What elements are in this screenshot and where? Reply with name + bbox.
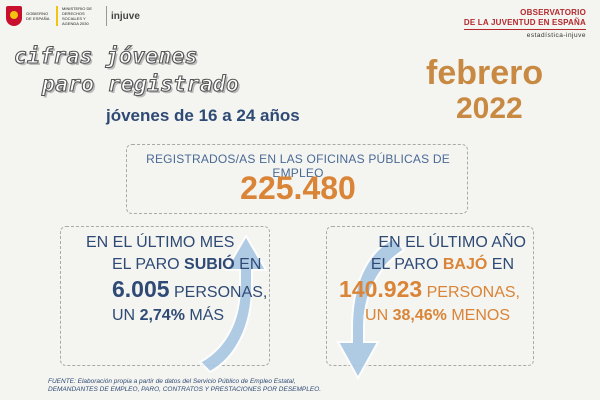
last-month-verb: SUBIÓ [184,256,235,273]
arrow-up-icon [198,234,268,374]
last-year-line-4: UN 38,46% MENOS [338,307,510,325]
year-label: 2022 [456,92,523,125]
last-month-line-4: UN 2,74% MÁS [112,307,267,325]
last-month-line-3-post: PERSONAS, [169,284,268,301]
last-month-line-2-post: EN [234,256,262,273]
age-range: jóvenes de 16 a 24 años [106,106,300,125]
last-year-line-4-pre: UN [365,307,393,324]
observatory-title: OBSERVATORIO [520,8,586,17]
last-year-line-4-post: MENOS [446,307,510,324]
title-line-1: cifras jóvenes [13,43,199,68]
last-year-amount: 140.923 [339,276,423,302]
last-month-line-2-pre: EL PARO [112,256,185,273]
last-year-verb: BAJÓ [442,256,488,273]
title-line-2: paro registrado [41,71,240,96]
spain-coat-of-arms-icon [6,6,22,26]
observatory-header: OBSERVATORIO DE LA JUVENTUD EN ESPAÑA es… [463,8,586,39]
last-year-percent: 38,46% [392,307,447,324]
last-month-line-3: 6.005 PERSONAS, [112,276,267,303]
last-year-text: EN EL ÚLTIMO AÑO EL PARO BAJÓ EN 140.923… [338,234,526,325]
government-logo: GOBIERNO DE ESPAÑA MINISTERIO DE DERECHO… [6,6,140,26]
last-year-box [326,226,534,366]
last-month-line-1: EN EL ÚLTIMO MES [86,234,235,251]
observatory-source: estadística-injuve [526,32,586,39]
government-label: GOBIERNO DE ESPAÑA [26,11,50,21]
last-month-text: EN EL ÚLTIMO MES EL PARO SUBIÓ EN 6.005 … [84,234,267,325]
logo-divider [106,6,107,26]
ministry-label: MINISTERIO DE DERECHOS SOCIALES Y AGENDA… [62,6,93,26]
last-month-line-2: EL PARO SUBIÓ EN [112,256,267,274]
last-year-line-2-pre: EL PARO [370,256,443,273]
last-year-line-1: EN EL ÚLTIMO AÑO [378,234,526,251]
registered-box [126,144,468,214]
source-footer: FUENTE: Elaboración propia a partir de d… [48,378,321,394]
last-month-amount: 6.005 [112,276,170,302]
footer-line-2: DEMANDANTES DE EMPLEO, PARO, CONTRATOS Y… [48,386,322,393]
footer-line-1: FUENTE: Elaboración propia a partir de d… [48,378,296,385]
registered-value: 225.480 [240,170,356,206]
ministry-bar [56,6,58,26]
observatory-subtitle: DE LA JUVENTUD EN ESPAÑA [463,18,586,30]
injuve-logo: injuve [111,10,140,22]
last-year-line-3-post: PERSONAS, [422,284,520,301]
last-year-line-3: 140.923 PERSONAS, [338,276,520,303]
last-month-line-4-pre: UN [112,307,140,324]
month-label: febrero [426,54,544,92]
last-month-line-4-post: MÁS [184,307,225,324]
last-month-percent: 2,74% [139,307,185,324]
last-year-line-2: EL PARO BAJÓ EN [338,256,514,274]
registered-label: REGISTRADOS/AS EN LAS OFICINAS PÚBLICAS … [146,152,450,180]
last-year-line-2-post: EN [487,256,514,273]
last-month-box [60,226,270,366]
arrow-down-icon [336,236,406,381]
